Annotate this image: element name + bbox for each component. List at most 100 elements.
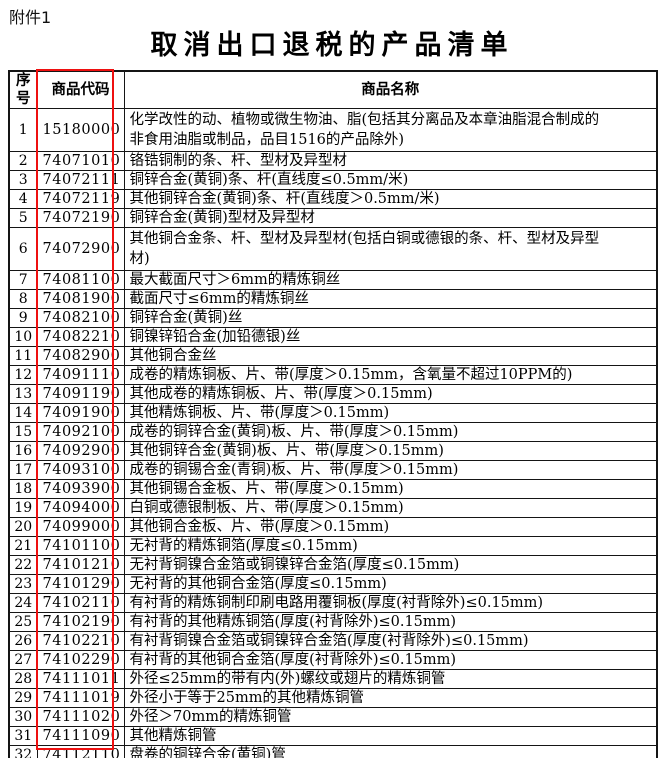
product-name-cell: 外径≤25mm的带有内(外)螺纹或翅片的精炼铜管 <box>123 669 658 689</box>
table-row: 20 74099000 其他铜合金板、片、带(厚度＞0.15mm) <box>8 517 658 537</box>
table-row: 32 74112110 盘卷的铜锌合金(黄铜)管 <box>8 745 658 758</box>
table-row: 18 74093900 其他铜锡合金板、片、带(厚度＞0.15mm) <box>8 479 658 499</box>
product-code-cell: 74093900 <box>36 479 125 499</box>
row-number-cell: 15 <box>8 422 38 442</box>
header-index: 序号 <box>8 70 38 109</box>
product-code-cell: 74112110 <box>36 745 125 758</box>
table-row: 7 74081100 最大截面尺寸＞6mm的精炼铜丝 <box>8 270 658 290</box>
product-name-cell: 其他精炼铜管 <box>123 726 658 746</box>
row-number-cell: 23 <box>8 574 38 594</box>
product-code-cell: 74101210 <box>36 555 125 575</box>
row-number-cell: 26 <box>8 631 38 651</box>
product-code-cell: 74111020 <box>36 707 125 727</box>
table-row: 19 74094000 白铜或德银制板、片、带(厚度＞0.15mm) <box>8 498 658 518</box>
product-code-cell: 74072900 <box>36 227 125 271</box>
row-number-cell: 29 <box>8 688 38 708</box>
row-number-cell: 17 <box>8 460 38 480</box>
product-code-cell: 74099000 <box>36 517 125 537</box>
product-name-cell: 无衬背的其他铜合金箔(厚度≤0.15mm) <box>123 574 658 594</box>
row-number-cell: 30 <box>8 707 38 727</box>
product-code-cell: 74111011 <box>36 669 125 689</box>
product-name-cell: 其他铜合金丝 <box>123 346 658 366</box>
product-name-cell: 其他铜锌合金(黄铜)板、片、带(厚度＞0.15mm) <box>123 441 658 461</box>
table-row: 4 74072119 其他铜锌合金(黄铜)条、杆(直线度＞0.5mm/米) <box>8 189 658 209</box>
product-name-cell: 有衬背的其他精炼铜箔(厚度(衬背除外)≤0.15mm) <box>123 612 658 632</box>
product-code-cell: 74101100 <box>36 536 125 556</box>
product-name-cell: 成卷的铜锌合金(黄铜)板、片、带(厚度＞0.15mm) <box>123 422 658 442</box>
product-code-cell: 74082100 <box>36 308 125 328</box>
product-name-cell: 其他成卷的精炼铜板、片、带(厚度＞0.15mm) <box>123 384 658 404</box>
product-code-cell: 74091110 <box>36 365 125 385</box>
table-row: 15 74092100 成卷的铜锌合金(黄铜)板、片、带(厚度＞0.15mm) <box>8 422 658 442</box>
product-name-cell: 白铜或德银制板、片、带(厚度＞0.15mm) <box>123 498 658 518</box>
row-number-cell: 28 <box>8 669 38 689</box>
table-row: 24 74102110 有衬背的精炼铜制印刷电路用覆铜板(厚度(衬背除外)≤0.… <box>8 593 658 613</box>
product-code-cell: 74111090 <box>36 726 125 746</box>
row-number-cell: 25 <box>8 612 38 632</box>
product-name-cell: 外径小于等于25mm的其他精炼铜管 <box>123 688 658 708</box>
header-name: 商品名称 <box>123 70 658 109</box>
product-code-cell: 74092900 <box>36 441 125 461</box>
row-number-cell: 4 <box>8 189 38 209</box>
product-code-cell: 74081900 <box>36 289 125 309</box>
product-name-cell: 盘卷的铜锌合金(黄铜)管 <box>123 745 658 758</box>
table-row: 8 74081900 截面尺寸≤6mm的精炼铜丝 <box>8 289 658 309</box>
product-code-cell: 74102290 <box>36 650 125 670</box>
table-row: 14 74091900 其他精炼铜板、片、带(厚度＞0.15mm) <box>8 403 658 423</box>
product-name-cell: 外径＞70mm的精炼铜管 <box>123 707 658 727</box>
table-row: 12 74091110 成卷的精炼铜板、片、带(厚度＞0.15mm，含氧量不超过… <box>8 365 658 385</box>
product-code-cell: 15180000 <box>36 108 125 152</box>
product-name-cell: 铜锌合金(黄铜)型材及异型材 <box>123 208 658 228</box>
table-row: 28 74111011 外径≤25mm的带有内(外)螺纹或翅片的精炼铜管 <box>8 669 658 689</box>
product-name-cell: 有衬背的精炼铜制印刷电路用覆铜板(厚度(衬背除外)≤0.15mm) <box>123 593 658 613</box>
row-number-cell: 31 <box>8 726 38 746</box>
product-name-cell: 成卷的精炼铜板、片、带(厚度＞0.15mm，含氧量不超过10PPM的) <box>123 365 658 385</box>
product-code-cell: 74082210 <box>36 327 125 347</box>
row-number-cell: 12 <box>8 365 38 385</box>
table-row: 13 74091190 其他成卷的精炼铜板、片、带(厚度＞0.15mm) <box>8 384 658 404</box>
table-row: 27 74102290 有衬背的其他铜合金箔(厚度(衬背除外)≤0.15mm) <box>8 650 658 670</box>
table-row: 26 74102210 有衬背铜镍合金箔或铜镍锌合金箔(厚度(衬背除外)≤0.1… <box>8 631 658 651</box>
product-code-cell: 74094000 <box>36 498 125 518</box>
header-code: 商品代码 <box>36 70 125 109</box>
row-number-cell: 9 <box>8 308 38 328</box>
table-row: 21 74101100 无衬背的精炼铜箔(厚度≤0.15mm) <box>8 536 658 556</box>
table-row: 31 74111090 其他精炼铜管 <box>8 726 658 746</box>
row-number-cell: 16 <box>8 441 38 461</box>
product-code-cell: 74072119 <box>36 189 125 209</box>
product-code-cell: 74092100 <box>36 422 125 442</box>
row-number-cell: 27 <box>8 650 38 670</box>
product-code-cell: 74102190 <box>36 612 125 632</box>
row-number-cell: 24 <box>8 593 38 613</box>
row-number-cell: 11 <box>8 346 38 366</box>
product-name-cell: 其他铜锌合金(黄铜)条、杆(直线度＞0.5mm/米) <box>123 189 658 209</box>
product-name-cell: 最大截面尺寸＞6mm的精炼铜丝 <box>123 270 658 290</box>
table-row: 11 74082900 其他铜合金丝 <box>8 346 658 366</box>
table-row: 16 74092900 其他铜锌合金(黄铜)板、片、带(厚度＞0.15mm) <box>8 441 658 461</box>
row-number-cell: 18 <box>8 479 38 499</box>
table-row: 1 15180000 化学改性的动、植物或微生物油、脂(包括其分离品及本章油脂混… <box>8 108 658 152</box>
table-row: 30 74111020 外径＞70mm的精炼铜管 <box>8 707 658 727</box>
row-number-cell: 8 <box>8 289 38 309</box>
row-number-cell: 5 <box>8 208 38 228</box>
product-code-cell: 74091900 <box>36 403 125 423</box>
product-code-cell: 74111019 <box>36 688 125 708</box>
row-number-cell: 1 <box>8 108 38 152</box>
product-code-cell: 74072190 <box>36 208 125 228</box>
table-row: 3 74072111 铜锌合金(黄铜)条、杆(直线度≤0.5mm/米) <box>8 170 658 190</box>
table-row: 6 74072900 其他铜合金条、杆、型材及异型材(包括白铜或德银的条、杆、型… <box>8 227 658 271</box>
table-row: 17 74093100 成卷的铜锡合金(青铜)板、片、带(厚度＞0.15mm) <box>8 460 658 480</box>
product-code-cell: 74102110 <box>36 593 125 613</box>
row-number-cell: 7 <box>8 270 38 290</box>
table-row: 22 74101210 无衬背铜镍合金箔或铜镍锌合金箔(厚度≤0.15mm) <box>8 555 658 575</box>
row-number-cell: 14 <box>8 403 38 423</box>
product-code-cell: 74072111 <box>36 170 125 190</box>
table-header-row: 序号 商品代码 商品名称 <box>8 70 658 109</box>
product-name-cell: 铬锆铜制的条、杆、型材及异型材 <box>123 151 658 171</box>
product-code-cell: 74101290 <box>36 574 125 594</box>
row-number-cell: 6 <box>8 227 38 271</box>
table-body: 1 15180000 化学改性的动、植物或微生物油、脂(包括其分离品及本章油脂混… <box>8 108 658 758</box>
product-name-cell: 其他铜合金条、杆、型材及异型材(包括白铜或德银的条、杆、型材及异型 材) <box>123 227 658 271</box>
row-number-cell: 19 <box>8 498 38 518</box>
